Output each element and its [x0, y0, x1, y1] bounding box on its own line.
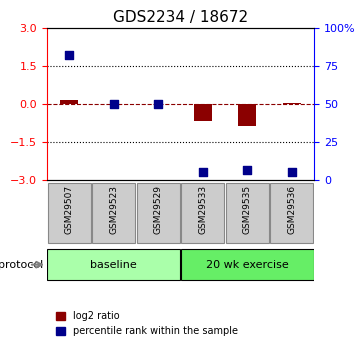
- FancyBboxPatch shape: [137, 183, 180, 243]
- Bar: [60, 100, 78, 104]
- FancyBboxPatch shape: [48, 183, 91, 243]
- FancyBboxPatch shape: [47, 249, 180, 280]
- Point: [289, 169, 295, 175]
- Point: [244, 168, 250, 173]
- Text: 20 wk exercise: 20 wk exercise: [206, 260, 289, 270]
- Bar: [194, 104, 212, 121]
- FancyBboxPatch shape: [181, 249, 314, 280]
- Point: [111, 101, 117, 106]
- FancyBboxPatch shape: [181, 183, 224, 243]
- Point: [200, 169, 206, 175]
- Point: [155, 101, 161, 106]
- Legend: log2 ratio, percentile rank within the sample: log2 ratio, percentile rank within the s…: [52, 307, 242, 340]
- Text: protocol: protocol: [0, 260, 47, 270]
- Bar: [283, 103, 301, 104]
- Text: GSM29523: GSM29523: [109, 185, 118, 234]
- Text: GSM29529: GSM29529: [154, 185, 163, 234]
- Title: GDS2234 / 18672: GDS2234 / 18672: [113, 10, 248, 25]
- Text: GSM29536: GSM29536: [287, 185, 296, 234]
- Text: baseline: baseline: [90, 260, 137, 270]
- FancyBboxPatch shape: [92, 183, 135, 243]
- Bar: [238, 104, 256, 126]
- Text: GSM29535: GSM29535: [243, 185, 252, 234]
- Text: GSM29533: GSM29533: [198, 185, 207, 234]
- Text: GSM29507: GSM29507: [65, 185, 74, 234]
- Point: [66, 52, 72, 58]
- FancyBboxPatch shape: [270, 183, 313, 243]
- FancyBboxPatch shape: [226, 183, 269, 243]
